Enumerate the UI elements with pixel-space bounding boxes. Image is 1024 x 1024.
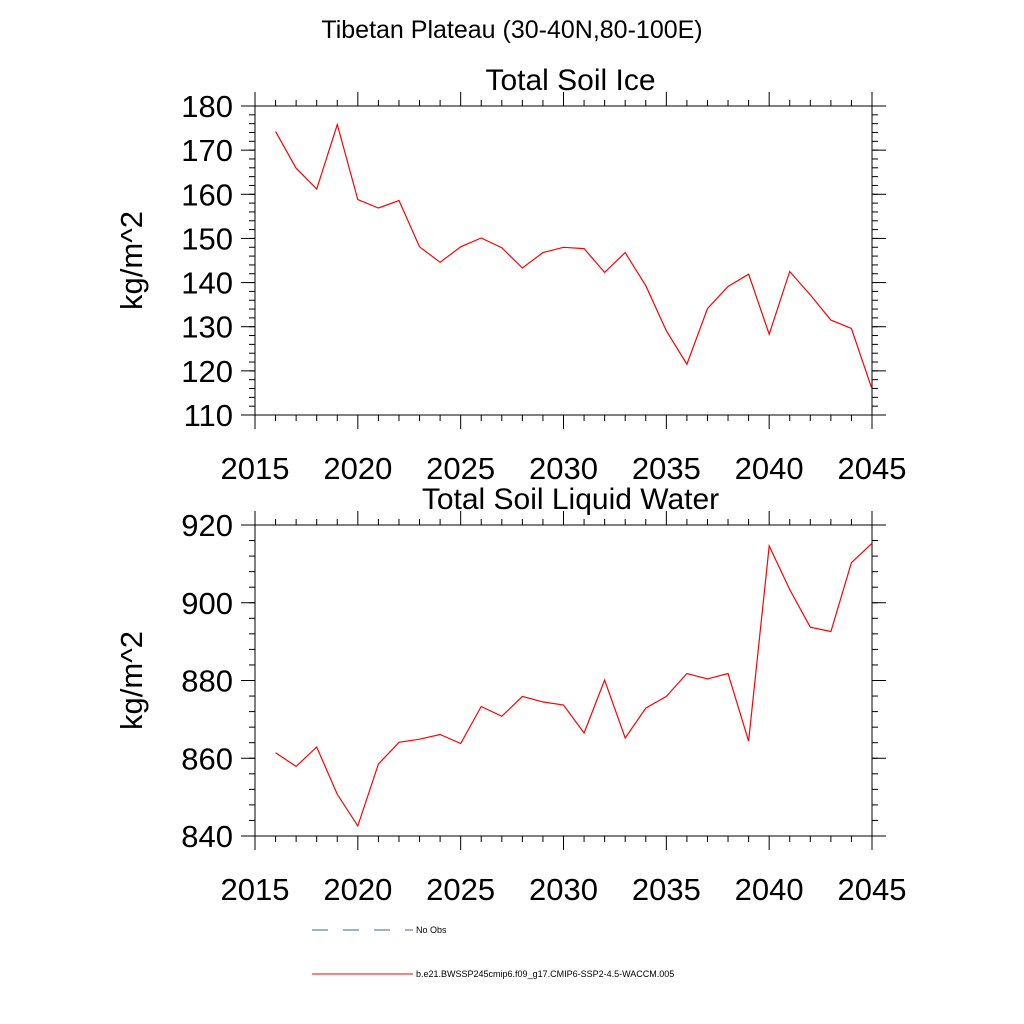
- legend-label-no-obs: No Obs: [416, 925, 447, 935]
- y-tick-label: 180: [181, 89, 233, 124]
- y-tick-label: 170: [181, 133, 233, 168]
- x-tick-label: 2025: [426, 872, 495, 907]
- x-tick-label: 2025: [426, 451, 495, 486]
- x-tick-label: 2030: [529, 451, 598, 486]
- x-tick-label: 2035: [632, 872, 701, 907]
- y-tick-label: 140: [181, 266, 233, 301]
- x-tick-label: 2040: [735, 451, 804, 486]
- plot-frame: [254, 105, 873, 416]
- y-tick-label: 160: [181, 177, 233, 212]
- panel-title: Total Soil Ice: [485, 64, 655, 97]
- x-tick-label: 2035: [632, 451, 701, 486]
- y-tick-label: 880: [181, 664, 233, 699]
- y-tick-label: 840: [181, 819, 233, 854]
- x-tick-label: 2015: [221, 872, 290, 907]
- y-tick-label: 120: [181, 354, 233, 389]
- legend-label-model: b.e21.BWSSP245cmip6.f09_g17.CMIP6-SSP2-4…: [416, 969, 674, 979]
- y-axis-label: kg/m^2: [114, 211, 149, 310]
- y-tick-label: 110: [184, 398, 233, 433]
- plot-frame: [254, 524, 873, 837]
- series-line: [275, 122, 872, 390]
- y-tick-label: 860: [181, 741, 233, 776]
- series-line: [275, 542, 872, 828]
- panel-1: 2015 2020 2025 2030 2035 2040 2045 110 120 130 140…: [114, 64, 906, 486]
- x-tick-label: 2045: [838, 451, 907, 486]
- legend: No Obs b.e21.BWSSP245cmip6.f09_g17.CMIP6-…: [312, 925, 674, 979]
- x-tick-label: 2045: [838, 872, 907, 907]
- x-tick-label: 2040: [735, 872, 804, 907]
- y-tick-label: 920: [181, 508, 233, 543]
- x-tick-label: 2015: [221, 451, 290, 486]
- figure-title: Tibetan Plateau (30-40N,80-100E): [321, 16, 703, 44]
- x-tick-label: 2030: [529, 872, 598, 907]
- y-tick-label: 900: [181, 586, 233, 621]
- x-tick-label: 2020: [323, 451, 392, 486]
- panel-title: Total Soil Liquid Water: [422, 483, 719, 516]
- y-tick-label: 130: [181, 310, 233, 345]
- x-tick-label: 2020: [323, 872, 392, 907]
- y-axis-label: kg/m^2: [114, 631, 149, 730]
- panel-2: 2015 2020 2025 2030 2035 2040 2045 840 860 880 900…: [114, 483, 906, 907]
- y-tick-label: 150: [181, 221, 233, 256]
